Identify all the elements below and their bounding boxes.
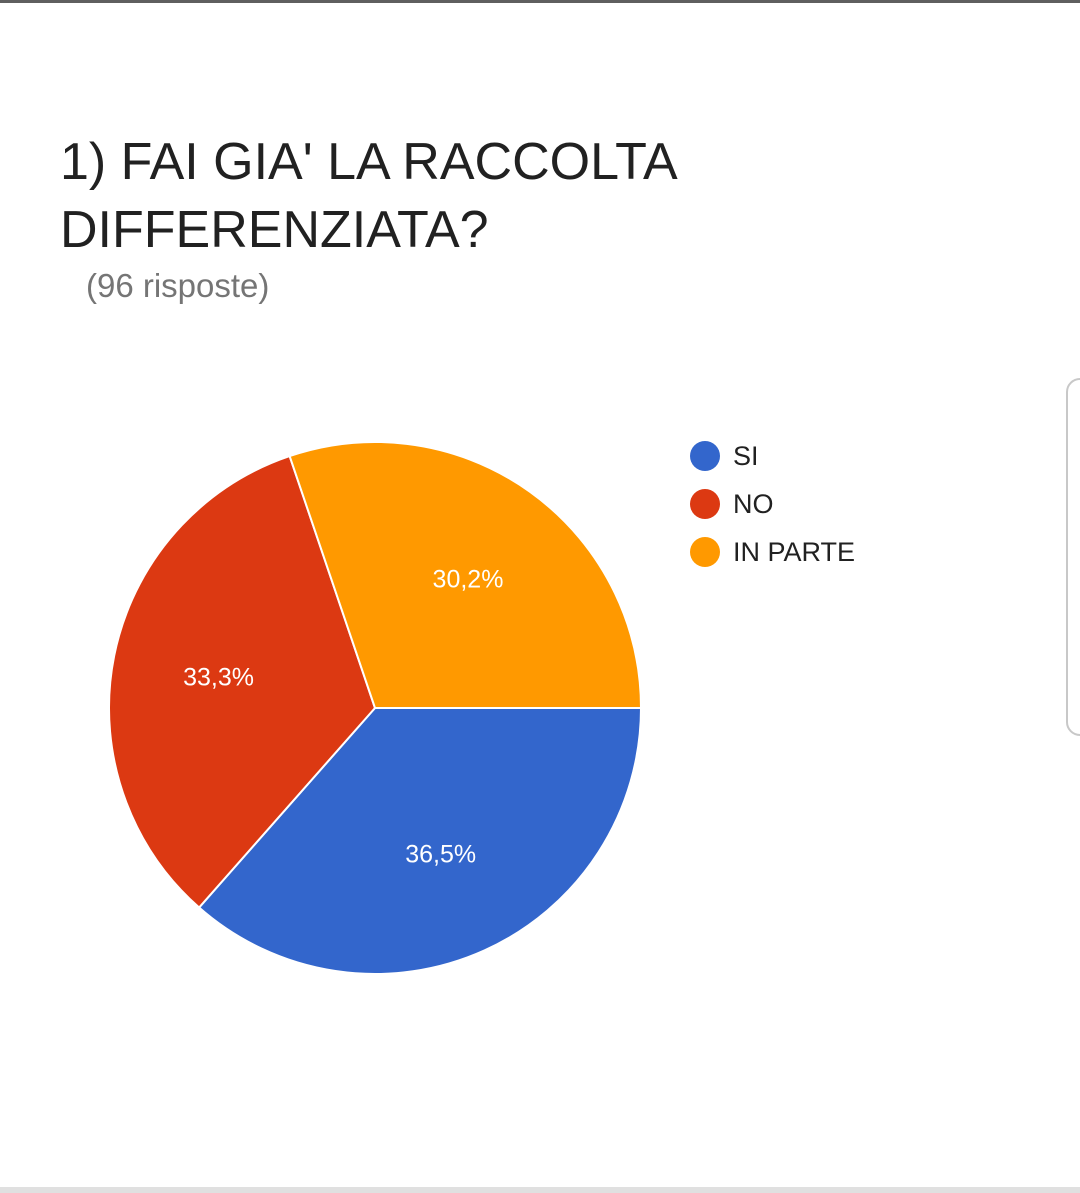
legend-swatch-si: [690, 441, 720, 471]
pie-slice-no[interactable]: [108, 454, 377, 909]
response-count: (96 risposte): [86, 267, 270, 304]
pie-label-in-parte: 30,2%: [433, 565, 504, 593]
chart-title: 1) FAI GIA' LA RACCOLTA DIFFERENZIATA?: [60, 133, 675, 259]
top-border: [0, 0, 1080, 3]
pie-label-no: 33,3%: [183, 664, 254, 692]
bottom-border: [0, 1187, 1080, 1193]
legend-label-no: NO: [733, 488, 774, 519]
legend-swatch-in-parte: [690, 537, 720, 567]
pie-label-si: 36,5%: [405, 840, 476, 868]
legend: SI NO IN PARTE: [690, 432, 855, 576]
legend-label-in-parte: IN PARTE: [733, 536, 856, 567]
legend-label-si: SI: [733, 440, 759, 471]
legend-swatch-no: [690, 489, 720, 519]
pie-slice-si[interactable]: [197, 707, 643, 975]
legend-item-no[interactable]: NO: [690, 480, 855, 528]
pie-slice-in-parte[interactable]: [288, 441, 643, 709]
side-scroll-handle[interactable]: [1066, 378, 1080, 736]
legend-item-in-parte[interactable]: IN PARTE: [690, 528, 855, 576]
legend-item-si[interactable]: SI: [690, 432, 855, 480]
